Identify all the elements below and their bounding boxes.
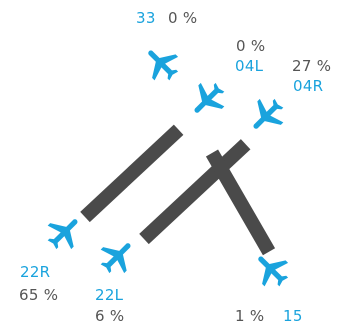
percent-label-04L: 0 % <box>236 37 266 55</box>
airplane-icon <box>194 82 225 113</box>
percent-label-22L: 6 % <box>95 307 125 325</box>
runway-label-22R: 22R <box>20 263 51 281</box>
airplane-icon <box>100 243 131 274</box>
runway-label-15: 15 <box>283 307 303 325</box>
airplane-icon <box>258 256 289 287</box>
percent-label-33: 0 % <box>168 9 198 27</box>
percent-label-15: 1 % <box>235 307 265 325</box>
airplane-icon <box>148 50 179 81</box>
airplane-icon <box>253 98 284 129</box>
airplane-icon <box>47 219 78 250</box>
runway-label-04L: 04L <box>235 57 264 75</box>
runway-33-15 <box>205 149 276 256</box>
runway-label-04R: 04R <box>293 77 324 95</box>
percent-label-04R: 27 % <box>292 57 332 75</box>
runway-label-33: 33 <box>136 9 156 27</box>
runway-label-22L: 22L <box>95 286 124 304</box>
percent-label-22R: 65 % <box>19 286 59 304</box>
